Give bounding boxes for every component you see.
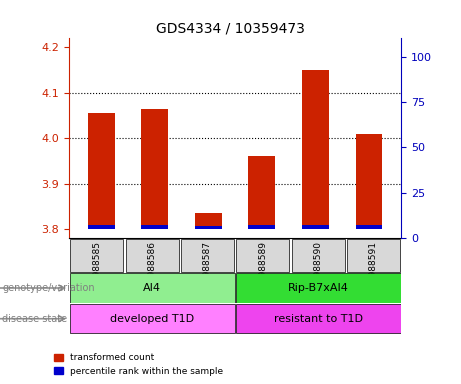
Text: GSM988587: GSM988587 bbox=[203, 241, 212, 296]
FancyBboxPatch shape bbox=[236, 304, 401, 333]
Legend: transformed count, percentile rank within the sample: transformed count, percentile rank withi… bbox=[51, 350, 227, 379]
Bar bbox=[142, 109, 168, 229]
Bar bbox=[142, 225, 168, 229]
Text: genotype/variation: genotype/variation bbox=[2, 283, 95, 293]
Text: AI4: AI4 bbox=[143, 283, 161, 293]
Text: GSM988590: GSM988590 bbox=[313, 241, 323, 296]
Text: GSM988585: GSM988585 bbox=[92, 241, 101, 296]
FancyBboxPatch shape bbox=[70, 273, 235, 303]
FancyBboxPatch shape bbox=[70, 239, 124, 272]
FancyBboxPatch shape bbox=[181, 239, 234, 272]
Text: disease state: disease state bbox=[2, 314, 67, 324]
Bar bbox=[88, 225, 115, 229]
Bar bbox=[195, 226, 222, 229]
Text: Rip-B7xAI4: Rip-B7xAI4 bbox=[288, 283, 349, 293]
FancyBboxPatch shape bbox=[236, 273, 401, 303]
Text: GSM988591: GSM988591 bbox=[369, 241, 378, 296]
Text: developed T1D: developed T1D bbox=[110, 314, 194, 324]
Bar bbox=[302, 70, 329, 229]
Bar bbox=[88, 113, 115, 229]
Bar bbox=[195, 213, 222, 229]
FancyBboxPatch shape bbox=[125, 239, 179, 272]
Bar bbox=[355, 225, 382, 229]
Bar bbox=[248, 225, 275, 229]
FancyBboxPatch shape bbox=[291, 239, 345, 272]
Bar bbox=[355, 134, 382, 229]
FancyBboxPatch shape bbox=[236, 239, 290, 272]
Text: resistant to T1D: resistant to T1D bbox=[273, 314, 363, 324]
Text: GSM988589: GSM988589 bbox=[258, 241, 267, 296]
Bar bbox=[302, 225, 329, 229]
Text: GDS4334 / 10359473: GDS4334 / 10359473 bbox=[156, 21, 305, 35]
FancyBboxPatch shape bbox=[347, 239, 400, 272]
FancyBboxPatch shape bbox=[70, 304, 235, 333]
Text: GSM988586: GSM988586 bbox=[148, 241, 157, 296]
Bar bbox=[248, 156, 275, 229]
